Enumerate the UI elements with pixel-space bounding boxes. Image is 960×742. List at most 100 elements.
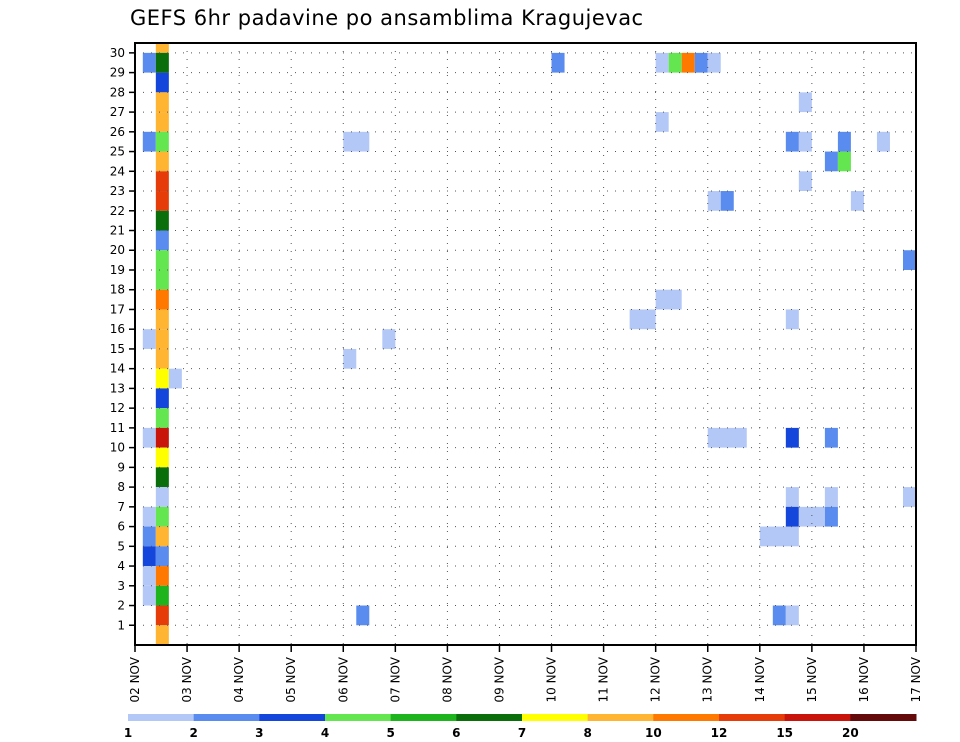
heatmap-cell bbox=[155, 210, 169, 231]
heatmap-cell bbox=[759, 526, 799, 547]
heatmap-cell bbox=[785, 309, 799, 330]
y-tick-label: 4 bbox=[117, 559, 125, 573]
heatmap-cell bbox=[707, 427, 747, 448]
colorbar-segment bbox=[325, 714, 392, 721]
heatmap-cell bbox=[785, 427, 799, 448]
heatmap-cell bbox=[142, 585, 156, 606]
y-tick-label: 9 bbox=[117, 460, 125, 474]
heatmap-cell bbox=[155, 605, 169, 626]
x-tick-label: 04 NOV bbox=[232, 656, 246, 702]
y-tick-label: 26 bbox=[110, 125, 125, 139]
heatmap-cell bbox=[142, 566, 156, 586]
colorbar-label: 20 bbox=[842, 726, 859, 740]
heatmap-cell bbox=[798, 171, 812, 192]
heatmap-cell bbox=[155, 191, 169, 211]
x-tick-label: 10 NOV bbox=[545, 656, 559, 702]
colorbar-label: 4 bbox=[321, 726, 329, 740]
heatmap-cell bbox=[155, 388, 169, 409]
heatmap-cell bbox=[668, 52, 682, 73]
heatmap-cell bbox=[155, 546, 169, 567]
y-tick-label: 12 bbox=[110, 401, 125, 415]
heatmap-cell bbox=[155, 269, 169, 290]
y-tick-label: 7 bbox=[117, 500, 125, 514]
heatmap-cell bbox=[694, 52, 708, 73]
heatmap-cell bbox=[155, 171, 169, 192]
colorbar-label: 6 bbox=[452, 726, 460, 740]
heatmap-cell bbox=[155, 368, 169, 389]
heatmap-cell bbox=[785, 605, 799, 626]
x-tick-label: 17 NOV bbox=[909, 656, 923, 702]
y-tick-label: 2 bbox=[117, 599, 125, 613]
heatmap-cell bbox=[785, 487, 799, 507]
y-tick-label: 15 bbox=[110, 342, 125, 356]
y-tick-label: 19 bbox=[110, 263, 125, 277]
heatmap-cell bbox=[155, 447, 169, 468]
heatmap-cell bbox=[142, 329, 156, 349]
heatmap-cell bbox=[824, 506, 838, 527]
heatmap-cell bbox=[681, 52, 695, 73]
y-tick-label: 30 bbox=[110, 46, 125, 60]
heatmap-cell bbox=[824, 427, 838, 448]
heatmap-cell bbox=[155, 526, 169, 547]
y-tick-label: 3 bbox=[117, 579, 125, 593]
colorbar-segment bbox=[719, 714, 786, 721]
x-tick-label: 02 NOV bbox=[128, 656, 142, 702]
heatmap-cell bbox=[798, 506, 825, 527]
heatmap-cell bbox=[142, 131, 156, 152]
x-tick-label: 05 NOV bbox=[284, 656, 298, 702]
y-tick-label: 23 bbox=[110, 184, 125, 198]
heatmap-cell bbox=[155, 625, 169, 645]
colorbar-segment bbox=[193, 714, 260, 721]
heatmap-cell bbox=[155, 467, 169, 488]
heatmap-cell bbox=[343, 131, 370, 152]
heatmap-cell bbox=[850, 191, 864, 211]
colorbar-label: 15 bbox=[776, 726, 793, 740]
y-tick-label: 18 bbox=[110, 283, 125, 297]
y-tick-label: 29 bbox=[110, 66, 125, 80]
heatmap-cell bbox=[902, 487, 916, 507]
y-tick-label: 11 bbox=[110, 421, 125, 435]
y-tick-label: 21 bbox=[110, 224, 125, 238]
colorbar-segment bbox=[128, 714, 195, 721]
heatmap-cell bbox=[382, 329, 396, 349]
x-tick-label: 08 NOV bbox=[440, 656, 454, 702]
heatmap-cell bbox=[798, 92, 812, 113]
y-tick-label: 13 bbox=[110, 381, 125, 395]
y-tick-label: 14 bbox=[110, 362, 125, 376]
heatmap-cell bbox=[142, 506, 156, 527]
colorbar-label: 3 bbox=[255, 726, 263, 740]
heatmap-cell bbox=[902, 250, 916, 270]
heatmap-cell bbox=[655, 52, 669, 73]
heatmap-cell bbox=[142, 526, 156, 547]
heatmap-cell bbox=[155, 348, 169, 369]
heatmap-cell bbox=[785, 131, 799, 152]
colorbar-segment bbox=[456, 714, 523, 721]
heatmap-cell bbox=[824, 487, 838, 507]
heatmap-cell bbox=[655, 112, 669, 132]
colorbar-label: 7 bbox=[518, 726, 526, 740]
heatmap-cell bbox=[155, 309, 169, 330]
heatmap-cell bbox=[707, 52, 721, 73]
heatmap-cell bbox=[155, 131, 169, 152]
heatmap-cell bbox=[155, 506, 169, 527]
heatmap-cell bbox=[837, 151, 851, 172]
heatmap-cell bbox=[142, 52, 156, 73]
colorbar-segment bbox=[784, 714, 851, 721]
heatmap-cell bbox=[343, 348, 357, 369]
colorbar: 1 2 3 4 5 6 7 8 10 12 15 20 bbox=[124, 714, 917, 740]
heatmap-cell bbox=[655, 289, 682, 310]
heatmap-cell bbox=[837, 131, 851, 152]
y-tick-label: 10 bbox=[110, 441, 125, 455]
colorbar-label: 8 bbox=[583, 726, 591, 740]
heatmap-cell bbox=[155, 289, 169, 310]
colorbar-label: 2 bbox=[189, 726, 197, 740]
x-tick-label: 14 NOV bbox=[753, 656, 767, 702]
x-tick-label: 09 NOV bbox=[492, 656, 506, 702]
heatmap-cell bbox=[155, 566, 169, 586]
heatmap-cell bbox=[155, 52, 169, 73]
y-tick-label: 6 bbox=[117, 520, 125, 534]
x-tick-label: 03 NOV bbox=[180, 656, 194, 702]
y-tick-label: 16 bbox=[110, 322, 125, 336]
colorbar-segment bbox=[587, 714, 654, 721]
y-tick-label: 27 bbox=[110, 105, 125, 119]
